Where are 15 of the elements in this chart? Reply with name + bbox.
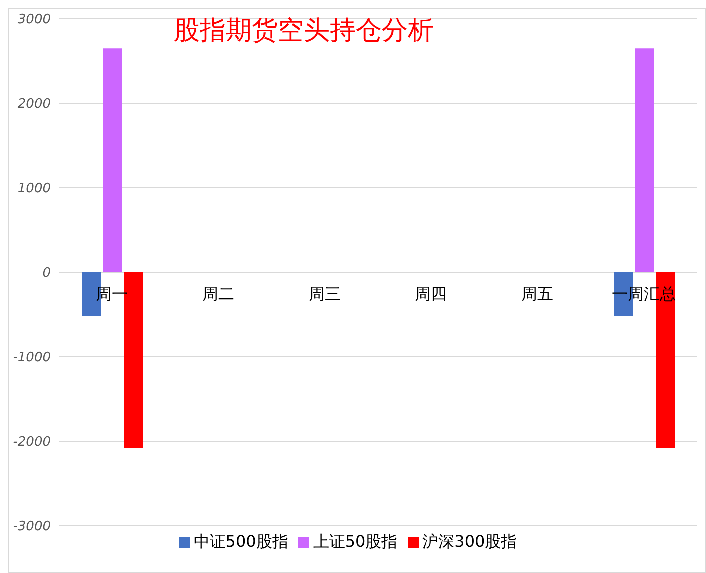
y-tick-label: -3000 [13, 520, 51, 535]
x-tick-label: 周四 [415, 284, 448, 304]
chart-title: 股指期货空头持仓分析 [174, 15, 434, 48]
legend-label: 中证500股指 [194, 532, 288, 551]
y-tick-label: 1000 [18, 182, 51, 197]
x-tick-label: 周三 [308, 284, 341, 304]
y-tick-label: -1000 [13, 350, 51, 366]
y-tick-label: 0 [42, 266, 51, 282]
y-tick-label: -2000 [13, 435, 51, 450]
legend-label: 沪深300股指 [422, 532, 518, 551]
y-tick-label: 2000 [18, 97, 51, 112]
y-tick-label: 3000 [18, 12, 51, 28]
legend-label: 上证50股指 [313, 532, 398, 551]
x-tick-label: 周五 [522, 284, 554, 304]
x-tick-label: 周二 [202, 284, 234, 304]
